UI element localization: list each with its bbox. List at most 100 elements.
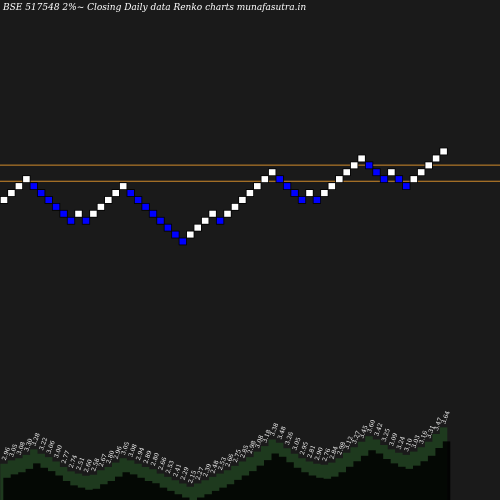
brick-value-label: 3.26: [284, 431, 295, 446]
brick-value-label: 2.58: [90, 457, 101, 472]
brick-value-label: 3.25: [381, 428, 392, 443]
down-brick: [37, 189, 46, 197]
up-brick: [327, 182, 336, 190]
brick-value-label: 3.08: [128, 443, 139, 458]
brick-value-label: 2.67: [98, 453, 109, 468]
down-brick: [59, 209, 68, 218]
brick-value-label: 2.89: [142, 450, 153, 465]
up-brick: [14, 182, 23, 190]
down-brick: [282, 182, 292, 190]
brick-value-label: 3.05: [120, 441, 131, 456]
brick-value-label: 3.03: [411, 434, 422, 449]
down-brick: [275, 175, 284, 183]
brick-value-label: 2.96: [1, 446, 12, 461]
down-brick: [402, 182, 411, 190]
brick-value-label: 3.08: [254, 434, 265, 449]
down-brick: [379, 175, 389, 183]
up-brick: [201, 216, 210, 225]
down-brick: [394, 175, 404, 183]
renko-bricks: [0, 147, 448, 246]
down-brick: [171, 230, 180, 239]
brick-value-label: 3.18: [262, 429, 273, 444]
down-brick: [163, 223, 172, 232]
down-brick: [29, 182, 38, 190]
brick-value-label: 2.41: [172, 463, 183, 478]
brick-value-label: 2.66: [224, 453, 235, 468]
down-brick: [297, 196, 307, 204]
up-brick: [186, 230, 195, 239]
up-brick: [193, 223, 202, 232]
up-brick: [268, 168, 277, 177]
up-brick: [7, 189, 16, 197]
brick-value-label: 2.98: [247, 440, 258, 455]
brick-value-label: 3.48: [277, 425, 288, 440]
brick-value-label: 2.85: [239, 444, 250, 459]
up-brick: [74, 209, 83, 218]
brick-value-label: 2.90: [314, 446, 325, 461]
up-brick: [439, 147, 448, 156]
brick-value-label: 2.77: [60, 450, 71, 465]
brick-value-label: 2.95: [299, 441, 310, 456]
brick-value-label: 2.94: [135, 446, 146, 461]
down-brick: [178, 237, 187, 246]
down-brick: [126, 189, 135, 197]
up-brick: [253, 182, 262, 190]
up-brick: [342, 168, 351, 177]
brick-value-label: 3.06: [46, 440, 57, 455]
brick-value-label: 2.15: [187, 469, 198, 484]
up-brick: [260, 175, 269, 183]
brick-value-label: 3.38: [269, 422, 280, 437]
brick-value-label: 3.47: [433, 417, 444, 432]
brick-value-label: 3.28: [31, 432, 42, 447]
up-brick: [305, 189, 314, 197]
brick-value-label: 2.29: [180, 466, 191, 481]
down-brick: [52, 202, 61, 211]
up-brick: [350, 161, 359, 170]
brick-value-label: 3.60: [366, 419, 377, 434]
down-brick: [364, 161, 374, 170]
up-brick: [230, 202, 240, 211]
brick-value-label: 2.96: [113, 445, 124, 460]
up-brick: [320, 189, 329, 197]
down-brick: [81, 216, 91, 225]
brick-value-label: 3.10: [403, 437, 414, 452]
up-brick: [357, 154, 366, 163]
brick-value-label: 3.16: [418, 430, 429, 445]
brick-value-label: 2.98: [336, 441, 347, 456]
down-brick: [290, 189, 299, 197]
brick-value-label: 3.31: [426, 424, 437, 439]
brick-value-label: 3.09: [388, 432, 399, 447]
brick-value-label: 3.05: [291, 436, 302, 451]
brick-value-label: 2.60: [83, 458, 94, 473]
brick-value-label: 3.08: [16, 441, 27, 456]
down-brick: [156, 216, 165, 225]
brick-value-label: 3.30: [23, 437, 34, 452]
brick-value-label: 2.80: [105, 450, 116, 465]
brick-value-label: 2.80: [150, 452, 161, 467]
up-brick: [104, 196, 113, 204]
brick-value-label: 3.05: [8, 443, 19, 458]
brick-value-label: 3.64: [440, 410, 451, 425]
brick-value-label: 2.84: [329, 445, 340, 460]
brick-value-label: 2.48: [209, 459, 220, 474]
brick-value-label: 2.39: [202, 463, 213, 478]
down-brick: [44, 196, 53, 204]
brick-value-label: 2.75: [232, 448, 243, 463]
brick-value-label: 2.74: [68, 454, 79, 469]
brick-value-label: 2.53: [165, 459, 176, 474]
brick-value-label: 2.51: [75, 456, 86, 471]
brick-value-label: 3.45: [358, 424, 369, 439]
down-brick: [133, 196, 143, 204]
up-brick: [89, 209, 98, 218]
down-brick: [372, 168, 381, 177]
down-brick: [312, 196, 322, 204]
up-brick: [208, 209, 217, 218]
brick-value-label: 2.76: [321, 447, 332, 462]
down-brick: [148, 209, 158, 218]
brick-value-label: 3.27: [351, 430, 362, 445]
up-brick: [417, 168, 426, 177]
brick-value-label: 3.22: [38, 436, 49, 451]
up-brick: [223, 209, 232, 218]
